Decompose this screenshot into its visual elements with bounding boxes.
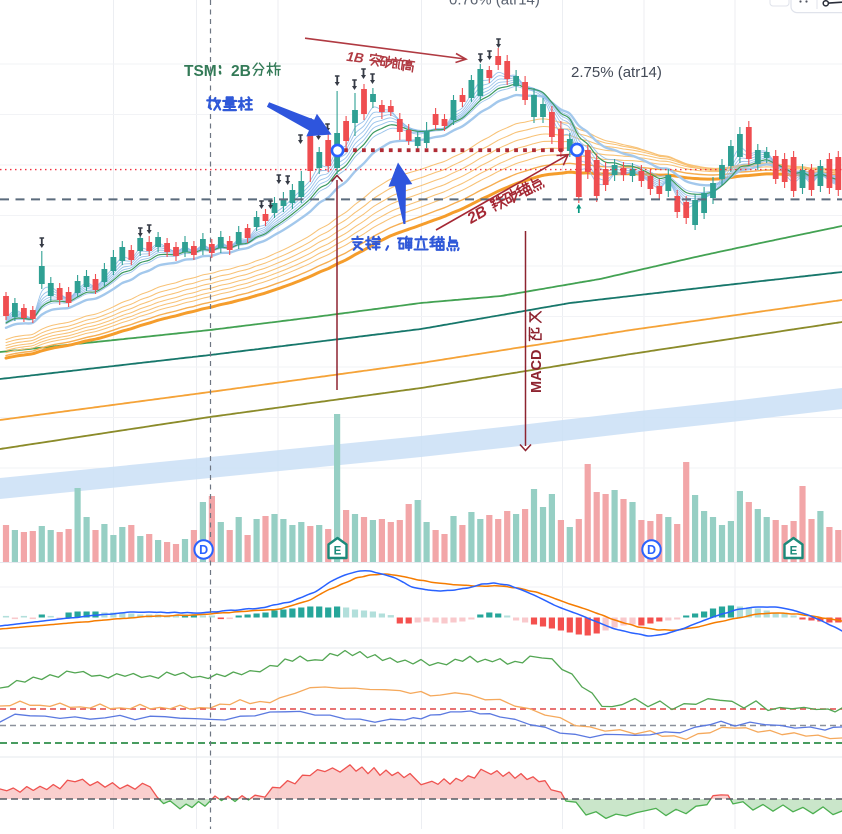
svg-text:0.76% (atr14): 0.76% (atr14) bbox=[449, 0, 540, 9]
svg-text:TSM: TSM bbox=[184, 63, 217, 80]
svg-text:E: E bbox=[790, 546, 798, 558]
svg-text:D: D bbox=[647, 543, 656, 557]
svg-text:2B: 2B bbox=[231, 63, 251, 80]
svg-text:D: D bbox=[199, 543, 208, 557]
svg-text:1B: 1B bbox=[346, 49, 365, 66]
svg-text:E: E bbox=[334, 546, 342, 558]
svg-text:2.75% (atr14): 2.75% (atr14) bbox=[571, 64, 662, 81]
svg-text:MACD: MACD bbox=[529, 350, 545, 394]
